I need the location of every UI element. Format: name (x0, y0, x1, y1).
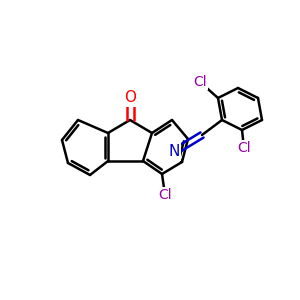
Text: Cl: Cl (158, 188, 172, 202)
Text: N: N (168, 145, 180, 160)
Text: Cl: Cl (193, 75, 207, 89)
Text: Cl: Cl (237, 141, 251, 155)
Text: O: O (124, 91, 136, 106)
